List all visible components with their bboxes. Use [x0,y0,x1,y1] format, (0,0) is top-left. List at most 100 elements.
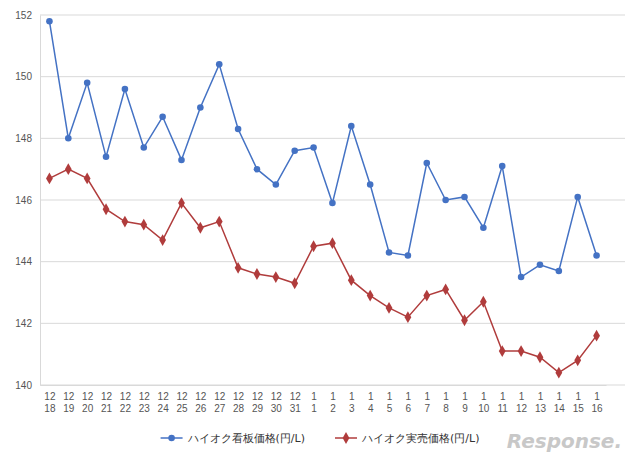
point [499,163,506,170]
x-tick: 1225 [176,385,188,414]
x-tick-label: 1226 [195,391,207,414]
x-tick-label-line: 1 [500,391,506,402]
point [480,224,487,231]
x-tick: 1219 [63,385,75,414]
watermark: Response. [507,429,622,453]
x-tick: 11 [311,385,317,414]
x-tick: 1231 [290,385,302,414]
y-tick: 142 [15,318,40,329]
x-tick-label: 12 [330,391,336,414]
x-tick-label-line: 12 [176,391,188,402]
x-tick-label-line: 7 [424,403,430,414]
x-tick: 1224 [158,385,170,414]
point [140,219,147,231]
point [84,80,91,87]
point [46,18,53,25]
x-tick-label-line: 1 [443,391,449,402]
point [386,302,393,314]
point [537,261,544,268]
chart: 1401421441461481501521218121912201221122… [0,0,640,460]
point [442,284,449,296]
point [46,173,53,185]
x-tick: 17 [424,385,430,414]
x-tick: 1221 [101,385,113,414]
x-tick-label-line: 3 [349,403,355,414]
point [273,181,280,188]
point [442,197,449,204]
x-tick-label-line: 12 [252,391,264,402]
x-tick-label: 11 [311,391,317,414]
point [216,61,223,68]
point [329,200,336,207]
point [254,268,261,280]
legend: ハイオク看板価格(円/L)ハイオク実売価格(円/L) [161,432,480,445]
point [65,135,72,142]
y-tick-label: 144 [15,256,32,267]
x-tick: 19 [462,385,468,414]
x-tick-label: 113 [535,391,547,414]
point [367,181,374,188]
x-tick: 18 [443,385,449,414]
x-tick-label-line: 1 [311,403,317,414]
x-tick-label: 1230 [271,391,283,414]
x-tick-label: 112 [516,391,528,414]
x-tick: 1229 [252,385,264,414]
plot-area [46,18,600,379]
point [216,216,223,228]
grid-line [40,323,625,324]
x-tick-label-line: 16 [592,403,604,414]
x-tick-label: 1218 [44,391,56,414]
x-tick-label-line: 29 [252,403,264,414]
x-tick-label-line: 31 [290,403,302,414]
x-tick-label-line: 10 [478,403,490,414]
x-tick: 15 [387,385,393,414]
x-tick-label: 1223 [139,391,151,414]
legend-item: ハイオク看板価格(円/L) [161,432,305,445]
y-axis: 140142144146148150152 [15,10,40,391]
point [348,274,355,286]
point [65,163,72,175]
point [235,262,242,274]
x-axis-line [41,385,607,386]
point [480,296,487,308]
x-tick: 1222 [120,385,132,414]
x-tick-label-line: 20 [82,403,94,414]
x-tick-label: 14 [368,391,374,414]
y-tick: 152 [15,10,40,21]
x-tick-label-line: 1 [368,391,374,402]
grid-line [40,385,625,386]
x-tick: 1223 [139,385,151,414]
x-tick-label-line: 14 [554,403,566,414]
y-tick-label: 140 [15,380,32,391]
point [122,86,129,93]
x-tick: 110 [478,385,490,414]
x-tick-label: 1228 [233,391,245,414]
x-tick-label-line: 23 [139,403,151,414]
x-tick-label: 1227 [214,391,226,414]
point [348,123,355,130]
point [367,290,374,302]
x-tick-label-line: 19 [63,403,75,414]
x-tick-label-line: 26 [195,403,207,414]
point [574,354,581,366]
x-tick: 16 [406,385,412,414]
x-tick-label-line: 1 [406,391,412,402]
x-tick-label: 1219 [63,391,75,414]
y-tick: 150 [15,71,40,82]
x-tick-label: 116 [592,391,604,414]
x-tick: 113 [535,385,547,414]
x-tick-label-line: 12 [516,403,528,414]
x-tick-label-line: 25 [176,403,188,414]
series-line [49,169,596,372]
x-tick-label: 1221 [101,391,113,414]
x-tick: 1218 [44,385,56,414]
point [386,249,393,256]
point [103,154,110,161]
x-tick-label: 1222 [120,391,132,414]
y-tick-label: 152 [15,10,32,21]
point [499,345,506,357]
x-tick-label: 18 [443,391,449,414]
y-tick: 144 [15,256,40,267]
point [518,345,525,357]
x-tick-label-line: 1 [424,391,430,402]
